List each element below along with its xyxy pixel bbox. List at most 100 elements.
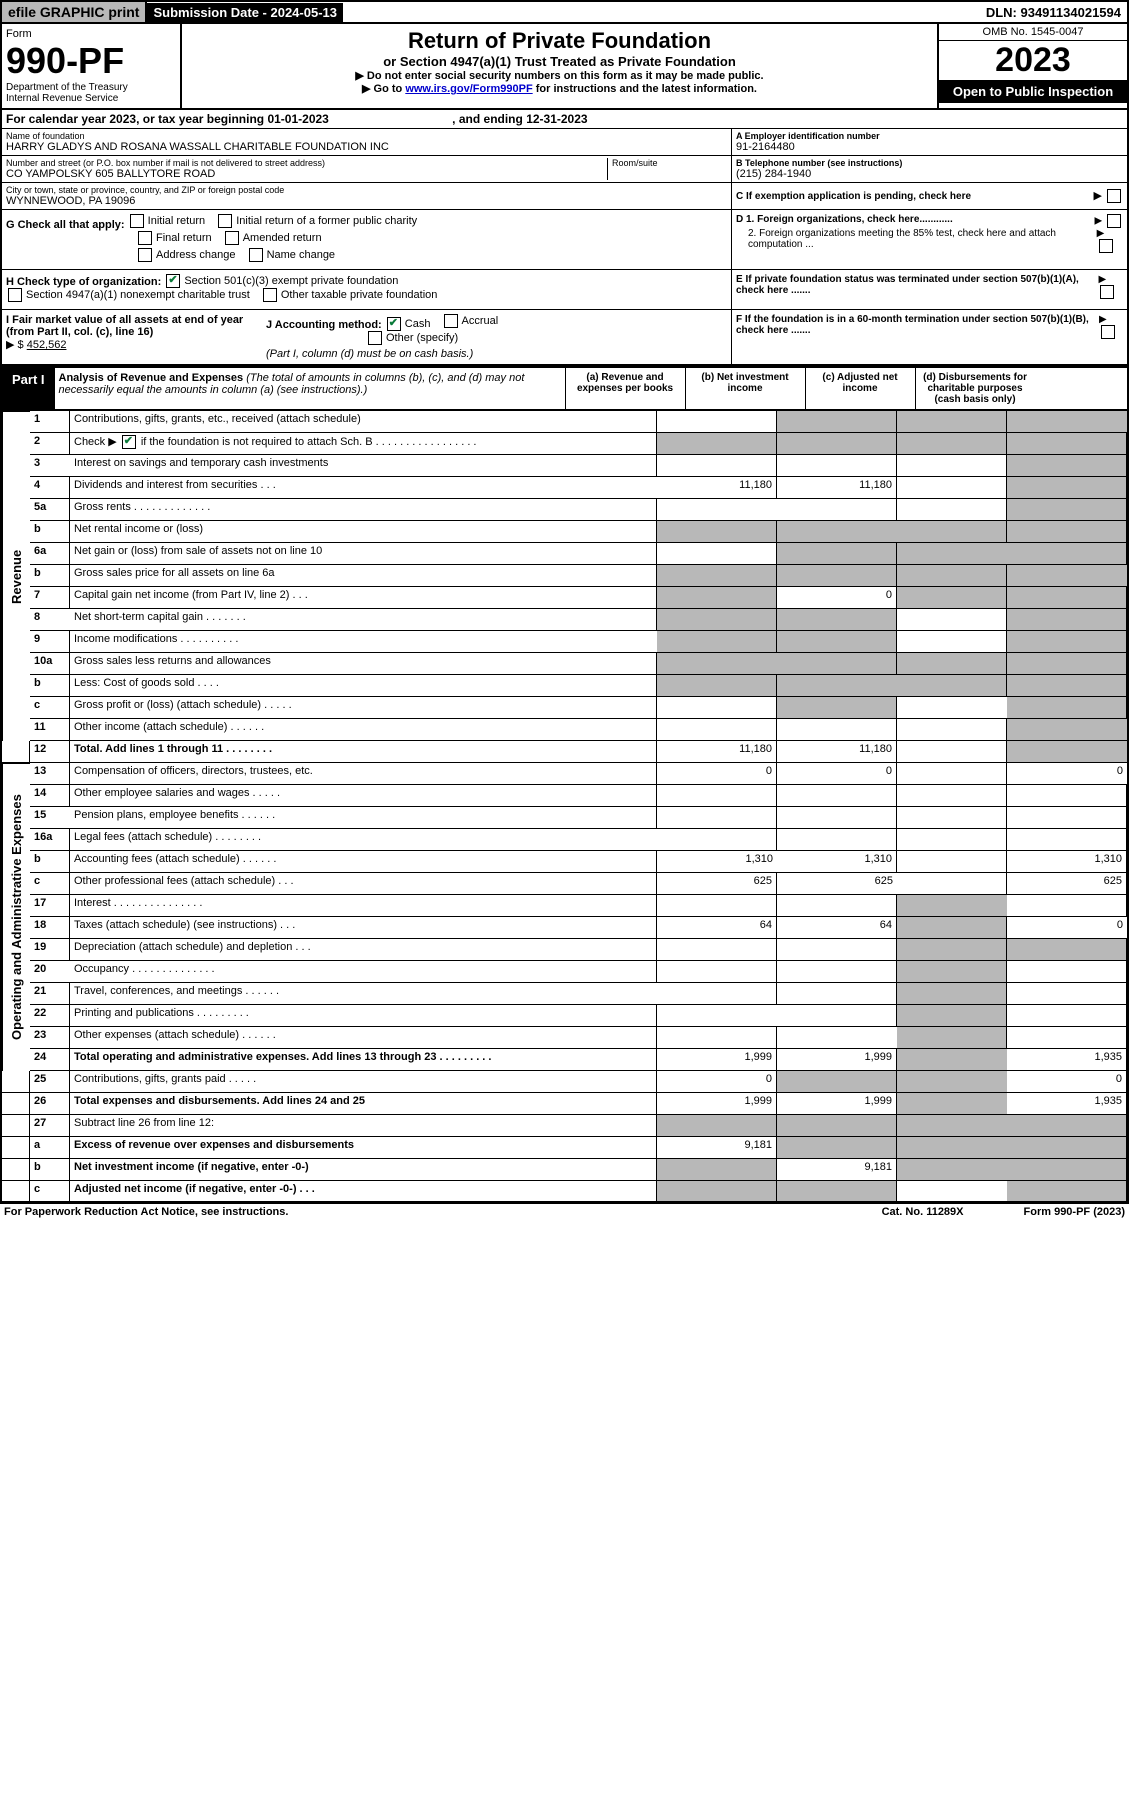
chk-address[interactable] [138,248,152,262]
ln-21: 21 [30,983,70,1005]
addr-label: Number and street (or P.O. box number if… [6,158,607,168]
omb-no: OMB No. 1545-0047 [939,24,1127,41]
j-other: Other (specify) [386,332,458,344]
l16c: Other professional fees (attach schedule… [70,873,657,895]
efile-label[interactable]: efile GRAPHIC print [2,2,147,22]
chk-sch-b[interactable] [122,435,136,449]
chk-cash[interactable] [387,317,401,331]
chk-4947[interactable] [8,288,22,302]
ln-27c: c [30,1181,70,1203]
ln-18: 18 [30,917,70,939]
l13-d: 0 [1007,763,1127,785]
cal-b: , and ending [449,112,526,126]
f-checkbox[interactable] [1101,325,1115,339]
l26: Total expenses and disbursements. Add li… [70,1093,657,1115]
form-label: Form [6,28,176,40]
l22: Printing and publications . . . . . . . … [70,1005,657,1027]
l10a: Gross sales less returns and allowances [70,653,657,675]
l20: Occupancy . . . . . . . . . . . . . . [70,961,657,983]
g-initial-former: Initial return of a former public charit… [236,215,417,227]
d1-checkbox[interactable] [1107,214,1121,228]
j-label: J Accounting method: [266,319,382,331]
l18-b: 64 [777,917,897,939]
ln-16b: b [30,851,70,873]
h-501: Section 501(c)(3) exempt private foundat… [184,275,398,287]
l27a: Excess of revenue over expenses and disb… [70,1137,657,1159]
tax-year: 2023 [939,41,1127,80]
l16c-b: 625 [777,873,897,895]
l10b: Less: Cost of goods sold . . . . [70,675,657,697]
irs-link[interactable]: www.irs.gov/Form990PF [405,83,532,95]
l24-d: 1,935 [1007,1049,1127,1071]
l12: Total. Add lines 1 through 11 . . . . . … [70,741,657,763]
ln-10b: b [30,675,70,697]
d2-checkbox[interactable] [1099,239,1113,253]
ln-4: 4 [30,477,70,499]
l23: Other expenses (attach schedule) . . . .… [70,1027,657,1049]
cal-end: 12-31-2023 [526,112,587,126]
l11: Other income (attach schedule) . . . . .… [70,719,657,741]
chk-501c3[interactable] [166,274,180,288]
chk-initial[interactable] [130,214,144,228]
l24: Total operating and administrative expen… [70,1049,657,1071]
phone-label: B Telephone number (see instructions) [736,158,1123,168]
part1-tag: Part I [2,368,55,409]
l7: Capital gain net income (from Part IV, l… [70,587,657,609]
chk-accrual[interactable] [444,314,458,328]
l18-a: 64 [657,917,777,939]
col-d-hdr: (d) Disbursements for charitable purpose… [915,368,1035,409]
l27b: Net investment income (if negative, ente… [70,1159,657,1181]
i-prefix: ▶ $ [6,339,24,351]
l4: Dividends and interest from securities .… [70,477,657,499]
l15: Pension plans, employee benefits . . . .… [70,807,657,829]
form-subtitle: or Section 4947(a)(1) Trust Treated as P… [186,54,933,69]
ln-27b: b [30,1159,70,1181]
section-h-e: H Check type of organization: Section 50… [0,270,1129,310]
ln-8: 8 [30,609,70,631]
g-initial: Initial return [148,215,205,227]
j-cash: Cash [405,318,431,330]
l2: Check ▶ if the foundation is not require… [70,433,657,455]
chk-amended[interactable] [225,231,239,245]
e-checkbox[interactable] [1100,285,1114,299]
ln-26: 26 [30,1093,70,1115]
l12-b: 11,180 [777,741,897,763]
part1-header: Part I Analysis of Revenue and Expenses … [0,366,1129,411]
l26-b: 1,999 [777,1093,897,1115]
pra-notice: For Paperwork Reduction Act Notice, see … [4,1206,288,1218]
ln-3: 3 [30,455,70,477]
l13-b: 0 [777,763,897,785]
l16a: Legal fees (attach schedule) . . . . . .… [70,829,657,851]
l7-b: 0 [777,587,897,609]
ln-15: 15 [30,807,70,829]
l16b-a: 1,310 [657,851,777,873]
dept: Department of the Treasury [6,82,176,93]
ln-25: 25 [30,1071,70,1093]
instr-2a: ▶ Go to [362,83,405,95]
chk-initial-former[interactable] [218,214,232,228]
l26-a: 1,999 [657,1093,777,1115]
ln-5b: b [30,521,70,543]
ein: 91-2164480 [736,141,1123,153]
h-label: H Check type of organization: [6,276,161,288]
chk-other-method[interactable] [368,331,382,345]
form-number: 990-PF [6,40,176,82]
chk-name[interactable] [249,248,263,262]
l14: Other employee salaries and wages . . . … [70,785,657,807]
l1: Contributions, gifts, grants, etc., rece… [70,411,657,433]
l16b: Accounting fees (attach schedule) . . . … [70,851,657,873]
ln-23: 23 [30,1027,70,1049]
c-checkbox[interactable] [1107,189,1121,203]
ln-16c: c [30,873,70,895]
ln-12: 12 [30,741,70,763]
ln-20: 20 [30,961,70,983]
l19: Depreciation (attach schedule) and deple… [70,939,657,961]
revenue-side: Revenue [2,411,30,741]
chk-final[interactable] [138,231,152,245]
l25: Contributions, gifts, grants paid . . . … [70,1071,657,1093]
l12-a: 11,180 [657,741,777,763]
ln-22: 22 [30,1005,70,1027]
l17: Interest . . . . . . . . . . . . . . . [70,895,657,917]
city-label: City or town, state or province, country… [6,185,727,195]
chk-other-tax[interactable] [263,288,277,302]
